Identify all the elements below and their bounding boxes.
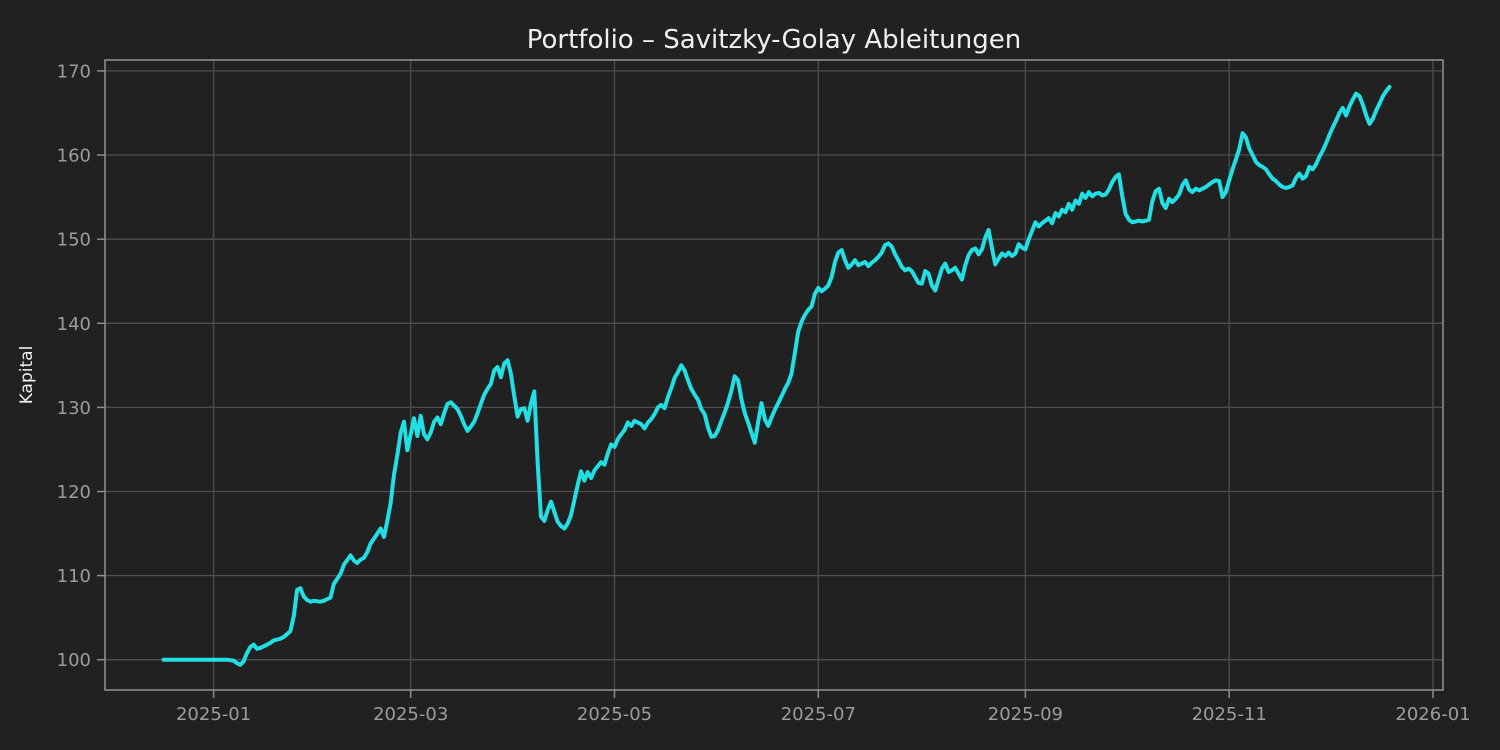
y-tick-label: 150 — [57, 230, 91, 251]
plot-border — [104, 59, 1444, 691]
y-tick-label: 130 — [57, 398, 91, 419]
y-tick-label: 120 — [57, 482, 91, 503]
kapital-series-line — [161, 84, 1392, 667]
y-tick-label: 140 — [57, 314, 91, 335]
x-tick-label: 2025-11 — [1192, 704, 1267, 725]
x-tick-label: 2025-03 — [373, 704, 448, 725]
x-tick-label: 2025-01 — [176, 704, 251, 725]
x-tick-label: 2025-07 — [781, 704, 856, 725]
y-tick-label: 160 — [57, 146, 91, 167]
grid-lines — [105, 60, 1443, 690]
y-tick-label: 170 — [57, 61, 91, 82]
x-tick-labels: 2025-01 2025-03 2025-05 2025-07 2025-09 2025-… — [176, 704, 1471, 725]
x-tick-label: 2025-05 — [577, 704, 652, 725]
x-tick-label: 2026-01 — [1395, 704, 1470, 725]
x-tick-label: 2025-09 — [988, 704, 1063, 725]
chart-title: Portfolio – Savitzky-Golay Ableitungen — [527, 25, 1022, 55]
axis-ticks — [97, 70, 1434, 698]
y-tick-label: 110 — [57, 566, 91, 587]
y-tick-label: 100 — [57, 650, 91, 671]
y-tick-labels: 100 110 120 130 140 150 160 170 — [57, 61, 91, 671]
y-axis-label: Kapital — [17, 346, 37, 405]
